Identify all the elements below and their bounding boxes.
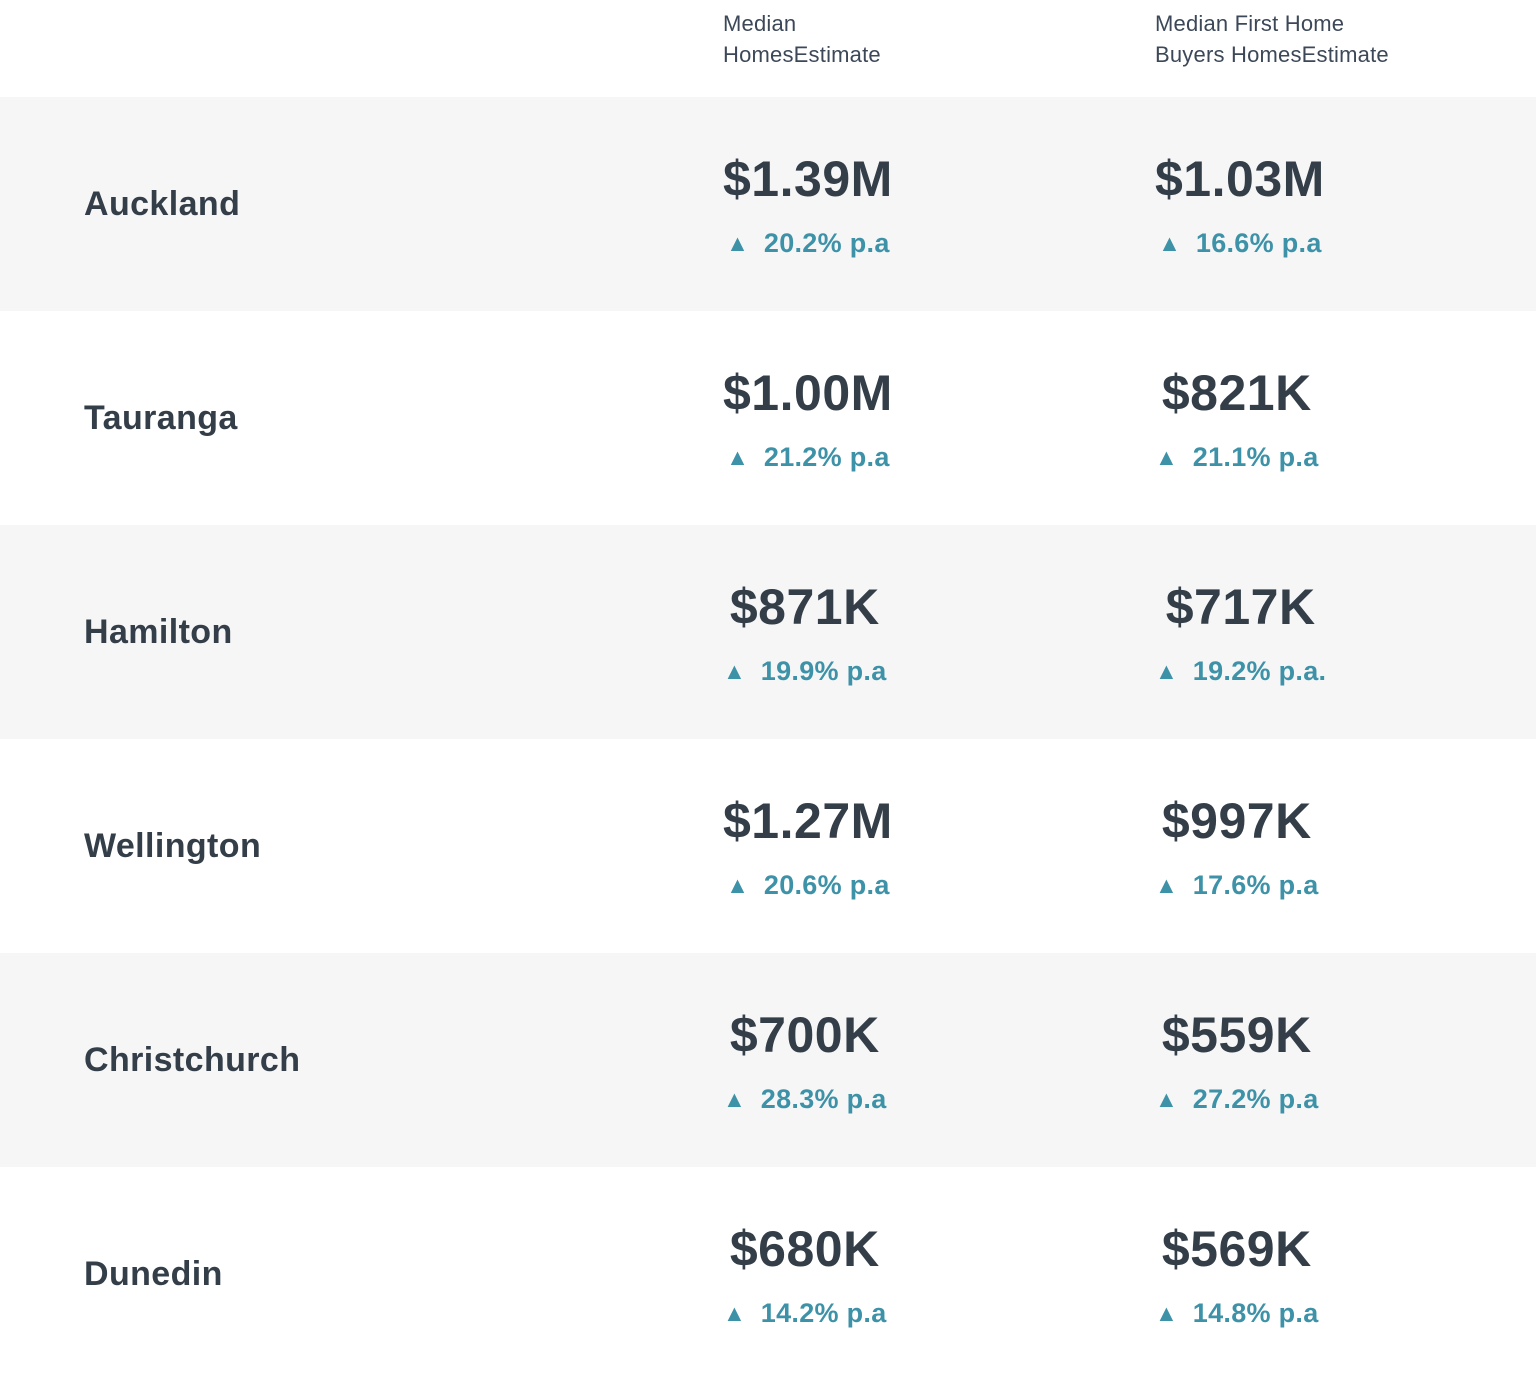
up-triangle-icon: ▲ xyxy=(1155,657,1178,684)
up-triangle-icon: ▲ xyxy=(723,1085,746,1112)
fhb-change-label: 17.6% p.a xyxy=(1192,869,1319,900)
city-label: Wellington xyxy=(84,826,262,865)
up-triangle-icon: ▲ xyxy=(726,871,749,898)
up-triangle-icon: ▲ xyxy=(723,657,746,684)
column-header-median-estimate: Median HomesEstimate xyxy=(723,0,1155,97)
median-change-label: 19.9% p.a xyxy=(760,655,887,686)
city-label: Tauranga xyxy=(84,398,238,437)
fhb-estimate-value: $821K xyxy=(1161,364,1312,421)
up-triangle-icon: ▲ xyxy=(1158,229,1181,256)
city-label: Christchurch xyxy=(84,1040,301,1079)
fhb-estimate-value: $717K xyxy=(1165,578,1316,635)
column-header-fhb-estimate: Median First Home Buyers HomesEstimate xyxy=(1155,0,1536,97)
up-triangle-icon: ▲ xyxy=(726,229,749,256)
median-change-label: 14.2% p.a xyxy=(760,1297,887,1328)
median-change-label: 20.2% p.a xyxy=(763,227,890,258)
median-change-label: 28.3% p.a xyxy=(760,1083,887,1114)
median-header-line2: HomesEstimate xyxy=(723,42,881,67)
median-estimate-value: $1.39M xyxy=(723,150,893,207)
fhb-change-label: 21.1% p.a xyxy=(1192,441,1319,472)
median-estimate-value: $680K xyxy=(729,1220,880,1277)
fhb-change-label: 27.2% p.a xyxy=(1192,1083,1319,1114)
fhb-change-label: 16.6% p.a xyxy=(1195,227,1322,258)
table-row-auckland: Auckland $1.39M ▲ 20.2% p.a $1.03M ▲ 16.… xyxy=(0,97,1536,311)
city-label: Hamilton xyxy=(84,612,233,651)
up-triangle-icon: ▲ xyxy=(1155,871,1178,898)
median-change-label: 20.6% p.a xyxy=(763,869,890,900)
fhb-estimate-value: $559K xyxy=(1161,1006,1312,1063)
median-change-label: 21.2% p.a xyxy=(763,441,890,472)
fhb-estimate-value: $1.03M xyxy=(1155,150,1325,207)
table-row-wellington: Wellington $1.27M ▲ 20.6% p.a $997K ▲ 17… xyxy=(0,739,1536,953)
median-estimate-value: $700K xyxy=(729,1006,880,1063)
median-estimate-value: $871K xyxy=(729,578,880,635)
up-triangle-icon: ▲ xyxy=(1155,443,1178,470)
median-estimate-value: $1.27M xyxy=(723,792,893,849)
fhb-header-line1: Median First Home xyxy=(1155,11,1345,36)
fhb-header-line2: Buyers HomesEstimate xyxy=(1155,42,1389,67)
fhb-change-label: 14.8% p.a xyxy=(1192,1297,1319,1328)
fhb-estimate-value: $569K xyxy=(1161,1220,1312,1277)
table-row-hamilton: Hamilton $871K ▲ 19.9% p.a $717K ▲ 19.2%… xyxy=(0,525,1536,739)
median-header-line1: Median xyxy=(723,11,797,36)
header-city-spacer xyxy=(0,0,723,97)
table-row-christchurch: Christchurch $700K ▲ 28.3% p.a $559K ▲ 2… xyxy=(0,953,1536,1167)
up-triangle-icon: ▲ xyxy=(726,443,749,470)
fhb-change-label: 19.2% p.a. xyxy=(1192,655,1327,686)
up-triangle-icon: ▲ xyxy=(1155,1299,1178,1326)
city-label: Auckland xyxy=(84,184,241,223)
table-header-row: Median HomesEstimate Median First Home B… xyxy=(0,0,1536,97)
up-triangle-icon: ▲ xyxy=(1155,1085,1178,1112)
up-triangle-icon: ▲ xyxy=(723,1299,746,1326)
table-row-dunedin: Dunedin $680K ▲ 14.2% p.a $569K ▲ 14.8% … xyxy=(0,1167,1536,1381)
table-row-tauranga: Tauranga $1.00M ▲ 21.2% p.a $821K ▲ 21.1… xyxy=(0,311,1536,525)
fhb-estimate-value: $997K xyxy=(1161,792,1312,849)
median-estimate-value: $1.00M xyxy=(723,364,893,421)
city-label: Dunedin xyxy=(84,1254,223,1293)
